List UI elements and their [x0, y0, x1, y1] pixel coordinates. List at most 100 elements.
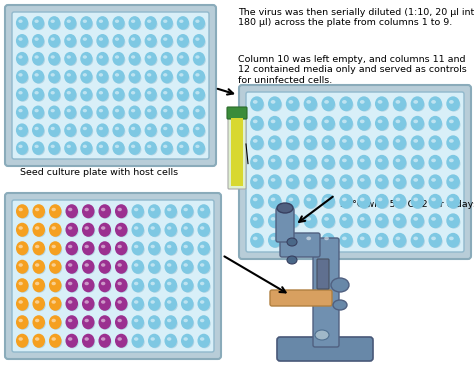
Ellipse shape: [101, 245, 105, 248]
Ellipse shape: [447, 216, 461, 229]
Ellipse shape: [341, 99, 354, 111]
Ellipse shape: [449, 100, 454, 104]
Ellipse shape: [321, 233, 335, 248]
Ellipse shape: [131, 55, 135, 59]
Ellipse shape: [32, 70, 44, 83]
Ellipse shape: [304, 174, 317, 189]
Ellipse shape: [289, 139, 293, 143]
Ellipse shape: [67, 109, 71, 112]
Ellipse shape: [130, 144, 141, 155]
Ellipse shape: [16, 88, 28, 101]
Ellipse shape: [287, 238, 297, 246]
Ellipse shape: [35, 319, 39, 322]
Ellipse shape: [166, 225, 178, 237]
Ellipse shape: [252, 196, 264, 209]
Ellipse shape: [341, 158, 354, 170]
Ellipse shape: [98, 54, 109, 66]
Ellipse shape: [376, 235, 389, 248]
Ellipse shape: [358, 177, 371, 189]
Ellipse shape: [134, 300, 138, 304]
Ellipse shape: [447, 116, 460, 131]
Ellipse shape: [375, 96, 389, 111]
Ellipse shape: [50, 336, 62, 348]
Ellipse shape: [16, 204, 28, 218]
Ellipse shape: [114, 54, 125, 66]
Ellipse shape: [149, 281, 161, 293]
Ellipse shape: [82, 108, 93, 120]
Ellipse shape: [49, 126, 61, 138]
Ellipse shape: [115, 37, 119, 41]
Ellipse shape: [447, 196, 461, 209]
Ellipse shape: [114, 72, 125, 84]
Ellipse shape: [324, 100, 329, 104]
Ellipse shape: [286, 233, 300, 248]
Ellipse shape: [118, 282, 122, 285]
Ellipse shape: [323, 118, 336, 131]
Ellipse shape: [410, 96, 424, 111]
Ellipse shape: [49, 223, 62, 237]
Ellipse shape: [306, 217, 311, 221]
Ellipse shape: [49, 315, 62, 329]
Ellipse shape: [193, 70, 205, 83]
Ellipse shape: [52, 319, 56, 322]
Ellipse shape: [146, 90, 157, 102]
Ellipse shape: [321, 155, 335, 170]
Ellipse shape: [271, 236, 275, 240]
Ellipse shape: [99, 315, 111, 329]
Ellipse shape: [82, 145, 87, 148]
Text: Seed culture plate with host cells: Seed culture plate with host cells: [20, 168, 178, 177]
Ellipse shape: [98, 90, 109, 102]
Ellipse shape: [252, 118, 264, 131]
FancyBboxPatch shape: [277, 337, 373, 361]
Ellipse shape: [33, 297, 45, 311]
Ellipse shape: [82, 109, 87, 112]
Ellipse shape: [269, 99, 282, 111]
Ellipse shape: [118, 337, 122, 341]
Ellipse shape: [114, 108, 125, 120]
Ellipse shape: [199, 244, 211, 256]
Ellipse shape: [83, 225, 95, 237]
Ellipse shape: [195, 73, 200, 77]
Ellipse shape: [333, 300, 347, 310]
Ellipse shape: [271, 178, 275, 182]
Ellipse shape: [182, 336, 194, 348]
Ellipse shape: [17, 108, 29, 120]
Ellipse shape: [131, 109, 135, 112]
Ellipse shape: [252, 158, 264, 170]
Ellipse shape: [32, 52, 44, 65]
Ellipse shape: [178, 108, 190, 120]
Ellipse shape: [200, 300, 204, 304]
Ellipse shape: [49, 144, 61, 155]
Ellipse shape: [357, 155, 371, 170]
Ellipse shape: [271, 139, 275, 143]
Ellipse shape: [115, 315, 128, 329]
Ellipse shape: [357, 174, 371, 189]
FancyBboxPatch shape: [280, 233, 320, 257]
Ellipse shape: [130, 18, 141, 30]
Ellipse shape: [35, 145, 39, 148]
Ellipse shape: [33, 126, 45, 138]
FancyBboxPatch shape: [246, 92, 464, 252]
Ellipse shape: [32, 124, 44, 137]
Ellipse shape: [375, 135, 389, 150]
Ellipse shape: [52, 337, 56, 341]
Ellipse shape: [80, 16, 92, 30]
Ellipse shape: [115, 334, 128, 348]
Ellipse shape: [183, 282, 188, 285]
Ellipse shape: [431, 158, 436, 162]
Ellipse shape: [99, 145, 103, 148]
Ellipse shape: [200, 282, 204, 285]
Ellipse shape: [271, 217, 275, 221]
Ellipse shape: [447, 99, 461, 111]
Ellipse shape: [358, 196, 371, 209]
Ellipse shape: [410, 194, 424, 209]
Ellipse shape: [32, 34, 44, 48]
Ellipse shape: [133, 207, 145, 219]
Ellipse shape: [181, 278, 193, 292]
Ellipse shape: [324, 139, 329, 143]
Ellipse shape: [253, 217, 257, 221]
Ellipse shape: [412, 118, 425, 131]
Ellipse shape: [65, 297, 78, 311]
Ellipse shape: [410, 233, 424, 248]
Ellipse shape: [65, 223, 78, 237]
